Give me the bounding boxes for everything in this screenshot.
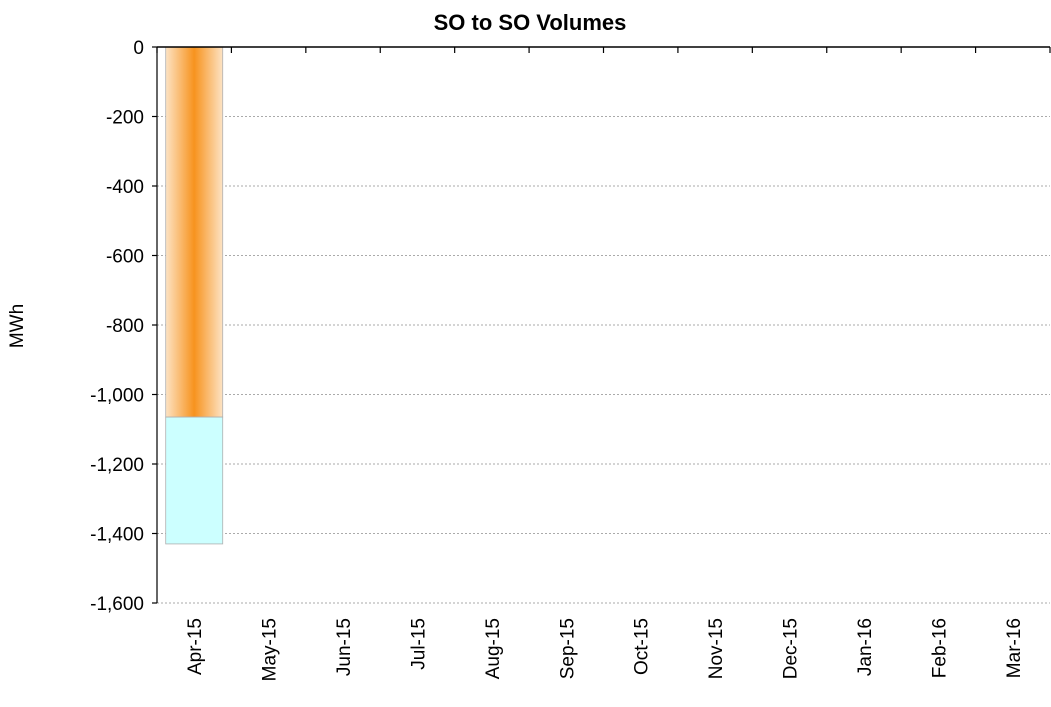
y-tick-label: -400 [106,177,144,198]
x-tick-label: Nov-15 [706,618,727,679]
bar-Apr-15-series-1 [165,46,224,418]
y-tick-labels: 0 -200 -400 -600 -800 -1,000 -1,200 -1,400 -1,60… [90,38,144,615]
chart-title: SO to SO Volumes [434,10,627,35]
x-tick-label: Apr-15 [185,618,206,675]
y-tick-label: -200 [106,108,144,129]
y-tick-label: -800 [106,316,144,337]
x-tick-label: Dec-15 [781,618,802,679]
x-tick-label: May-15 [260,618,281,681]
x-tick-label: Oct-15 [632,618,653,675]
y-tick-label: -1,400 [90,525,144,546]
bar-Apr-15-series-2 [165,416,224,545]
axes [152,46,1051,604]
x-tick-label: Mar-16 [1004,618,1025,678]
y-tick-label: 0 [133,38,144,59]
bars [165,46,224,545]
x-tick-label: Aug-15 [483,618,504,679]
y-tick-label: -1,200 [90,455,144,476]
x-tick-label: Jul-15 [408,618,429,670]
y-axis-label: MWh [7,304,28,348]
x-tick-label: Feb-16 [929,618,950,678]
x-tick-label: Jan-16 [855,618,876,676]
y-tick-label: -600 [106,247,144,268]
gridlines [157,116,1050,604]
x-tick-label: Sep-15 [557,618,578,679]
y-tick-label: -1,600 [90,594,144,615]
x-tick-labels: Apr-15 May-15 Jun-15 Jul-15 Aug-15 Sep-15 Oct-… [185,618,1025,681]
x-tick-label: Jun-15 [334,618,355,676]
y-tick-label: -1,000 [90,386,144,407]
